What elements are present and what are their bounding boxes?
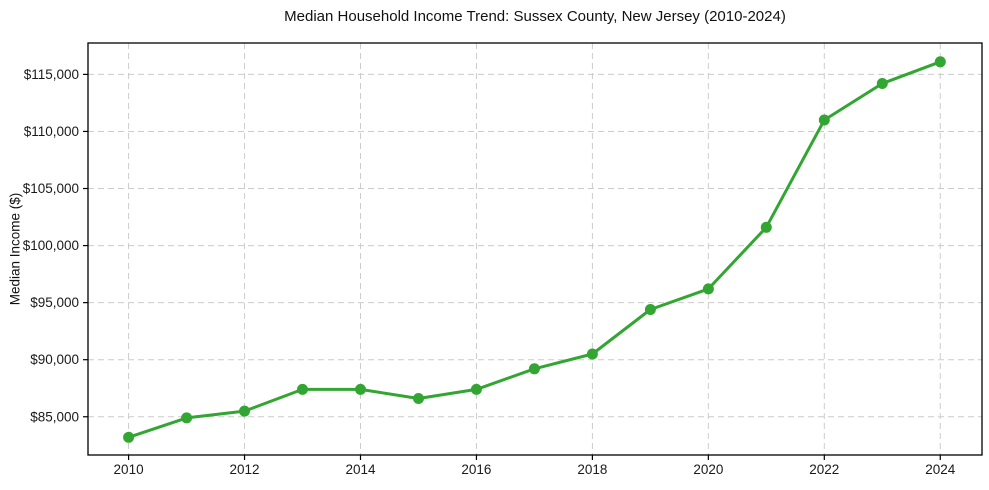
chart-title: Median Household Income Trend: Sussex Co… [284,8,786,25]
y-tick-label: $115,000 [24,67,79,82]
data-point [297,383,308,395]
data-point [181,412,193,424]
data-point [586,348,598,360]
x-tick-label: 2016 [461,462,491,477]
y-axis-label: Median Income ($) [7,192,23,306]
data-point [355,383,366,395]
y-tick-label: $110,000 [24,124,79,139]
x-tick-label: 2012 [230,462,260,477]
y-tick-label: $90,000 [30,352,79,367]
y-tick-label: $100,000 [23,238,79,253]
data-point [760,221,772,233]
data-point [239,405,250,417]
data-point [876,78,888,89]
y-tick-label: $95,000 [30,295,79,310]
data-point [123,431,135,443]
data-point [470,383,482,395]
x-tick-label: 2014 [345,462,376,477]
data-point [702,283,714,295]
data-point [934,56,946,68]
y-tick-label: $85,000 [30,409,79,424]
plot-border [87,42,983,456]
data-point [413,393,424,404]
data-point [528,363,540,375]
x-tick-label: 2010 [114,462,144,477]
y-tick-label: $105,000 [23,181,79,196]
x-tick-label: 2022 [809,462,839,477]
x-tick-label: 2024 [925,462,956,477]
data-point [818,114,830,126]
x-tick-label: 2020 [693,462,723,477]
x-tick-label: 2018 [577,462,607,477]
trend-line [127,60,942,439]
data-point [644,304,656,315]
